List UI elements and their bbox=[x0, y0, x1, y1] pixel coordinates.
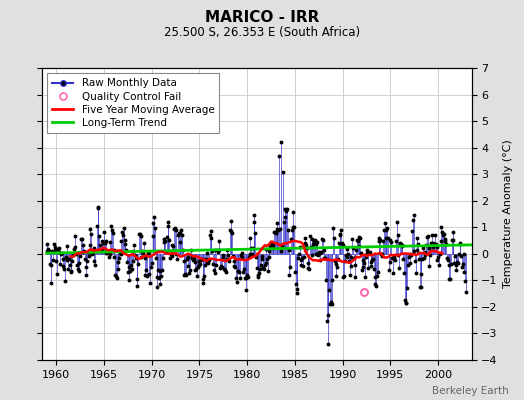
Text: MARICO - IRR: MARICO - IRR bbox=[205, 10, 319, 25]
Text: Berkeley Earth: Berkeley Earth bbox=[432, 386, 508, 396]
Y-axis label: Temperature Anomaly (°C): Temperature Anomaly (°C) bbox=[504, 140, 514, 288]
Legend: Raw Monthly Data, Quality Control Fail, Five Year Moving Average, Long-Term Tren: Raw Monthly Data, Quality Control Fail, … bbox=[47, 73, 220, 133]
Text: 25.500 S, 26.353 E (South Africa): 25.500 S, 26.353 E (South Africa) bbox=[164, 26, 360, 39]
